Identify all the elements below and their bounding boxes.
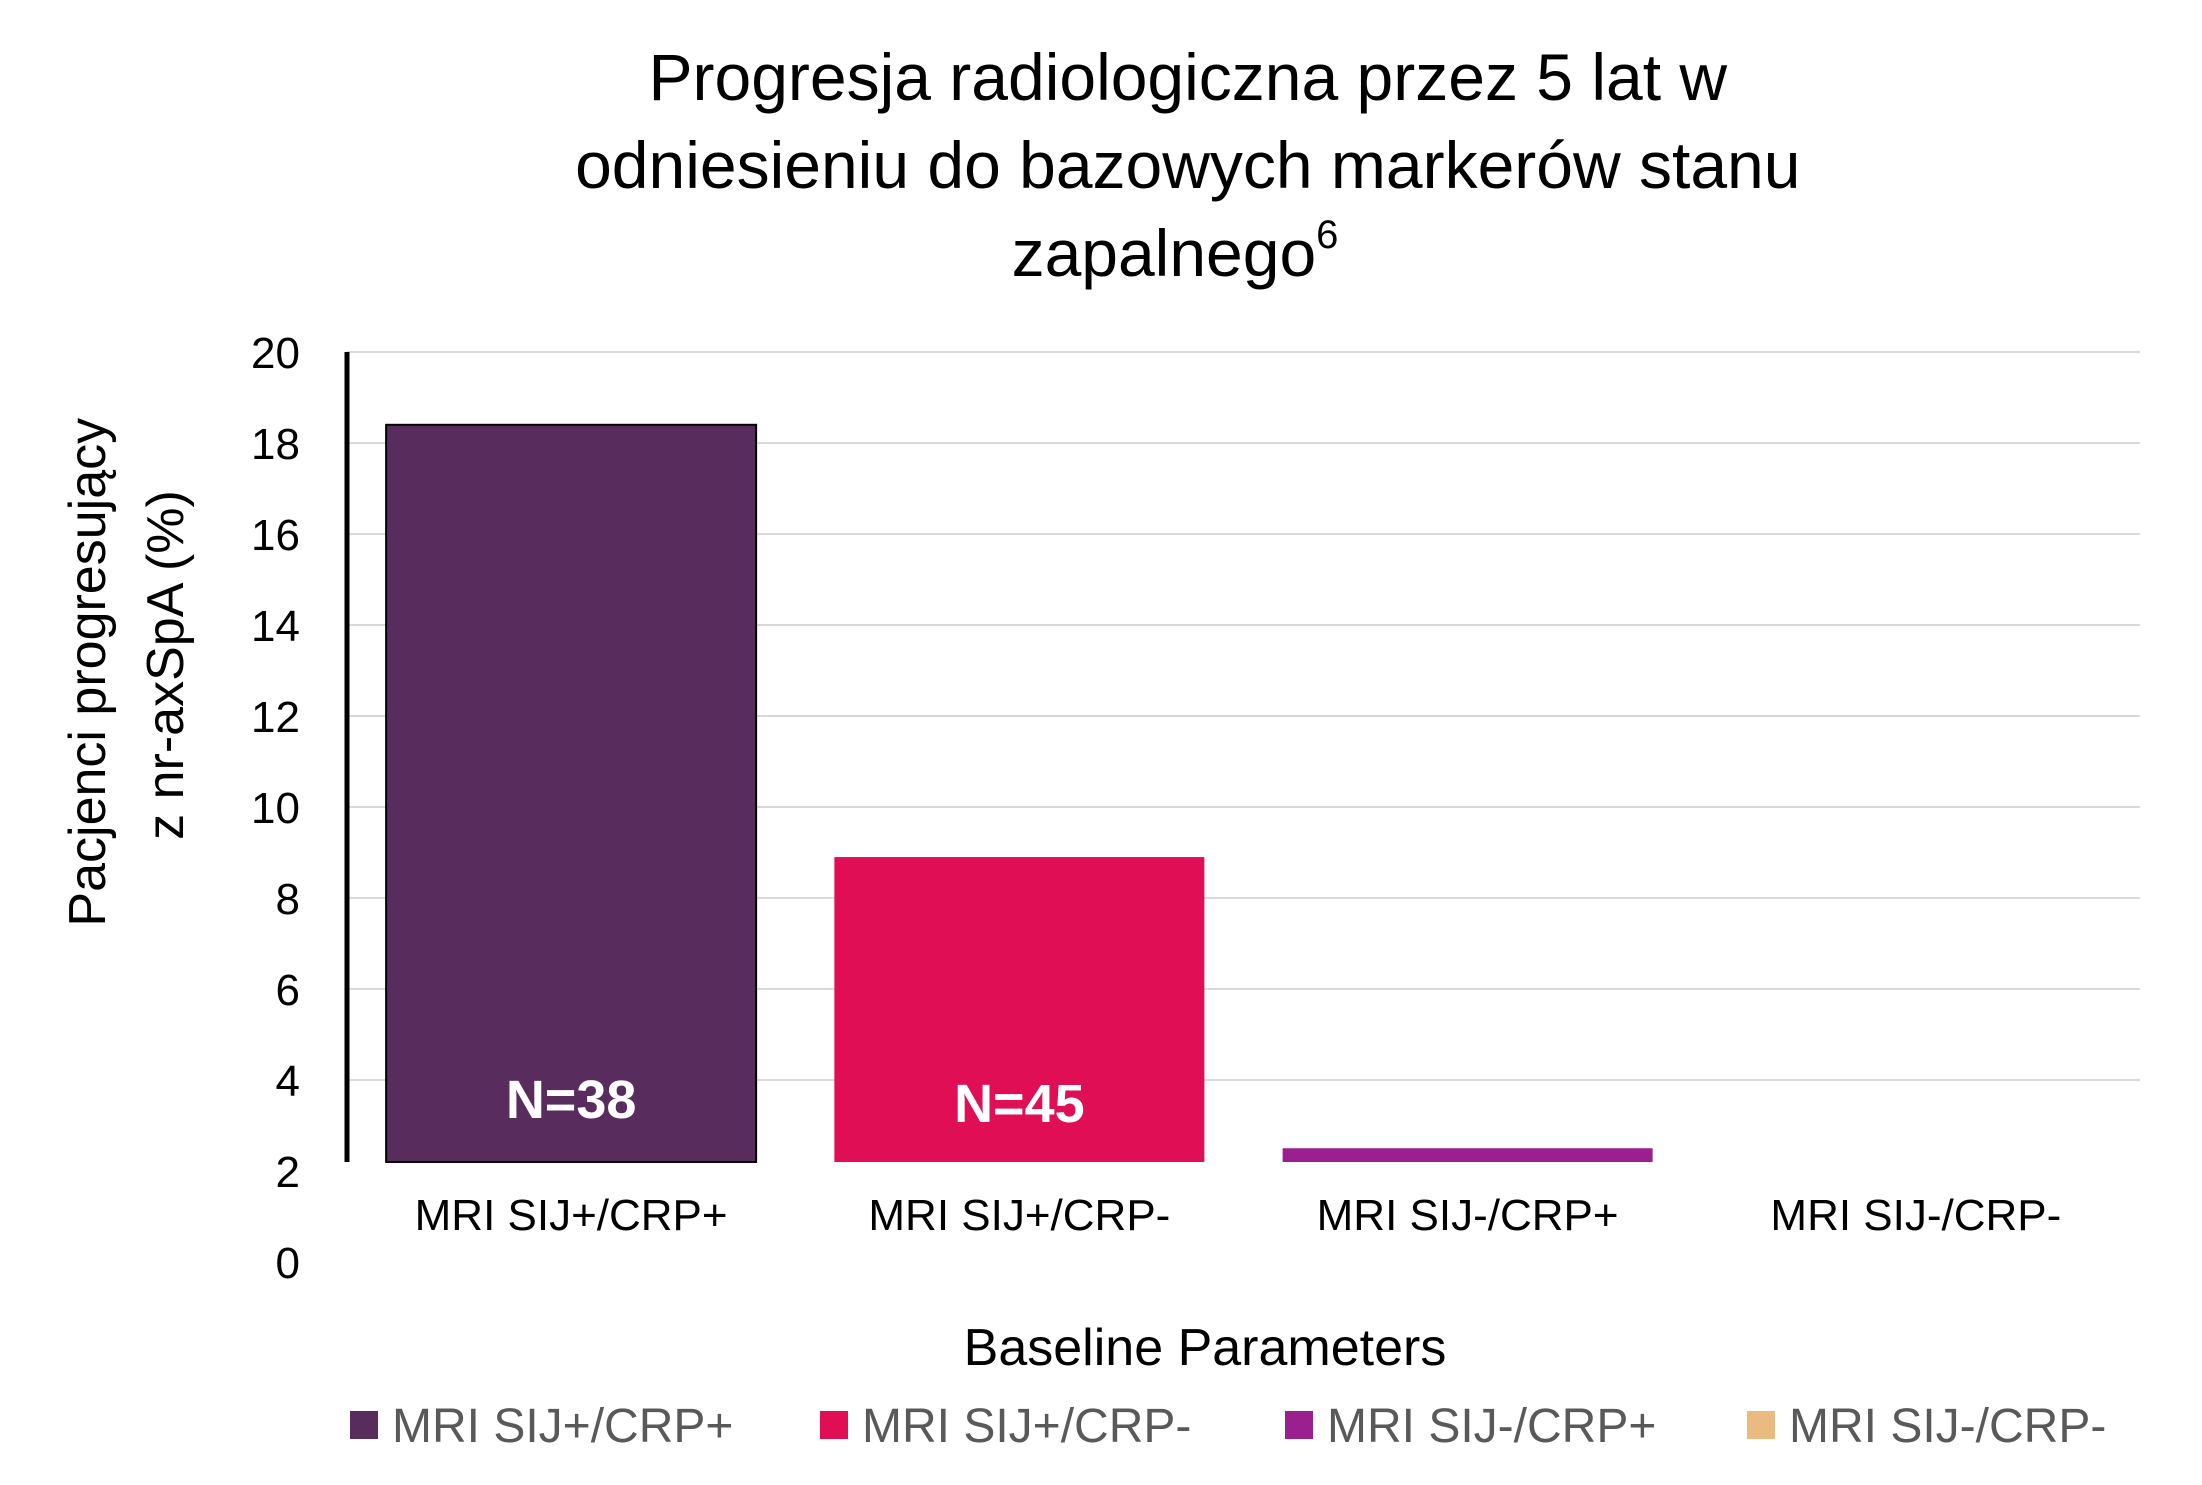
chart-title-line-3: zapalnego [1012, 216, 1317, 290]
y-tick-label: 6 [276, 966, 300, 1015]
chart-title: Progresja radiologiczna przez 5 lat w od… [575, 40, 1805, 290]
chart-title-line-2: odniesieniu do bazowych markerów stanu [575, 128, 1800, 202]
legend-label-3: MRI SIJ-/CRP+ [1327, 1400, 1656, 1453]
legend-swatch-3 [1285, 1411, 1313, 1439]
y-axis-label-line-2: z nr-axSpA (%) [137, 490, 195, 840]
y-axis-label-line-1: Pacjenci progresujący [59, 418, 117, 927]
legend-swatch-2 [820, 1411, 848, 1439]
bars [385, 423, 1653, 1163]
y-tick-label: 2 [276, 1148, 300, 1197]
category-labels: MRI SIJ+/CRP+ MRI SIJ+/CRP- MRI SIJ-/CRP+ M… [415, 1191, 2062, 1240]
category-label: MRI SIJ-/CRP+ [1317, 1191, 1619, 1240]
y-tick-label: 16 [251, 511, 300, 560]
legend-label-1: MRI SIJ+/CRP+ [392, 1400, 733, 1453]
legend-label-4: MRI SIJ-/CRP- [1789, 1400, 2106, 1453]
y-tick-label: 14 [251, 602, 300, 651]
data-labels: N=38 N=45 [506, 1070, 1085, 1134]
y-tick-label: 20 [251, 329, 300, 378]
chart-title-line-1: Progresja radiologiczna przez 5 lat w [649, 40, 1728, 114]
legend-label-2: MRI SIJ+/CRP- [862, 1400, 1191, 1453]
x-axis-label: Baseline Parameters [964, 1319, 1447, 1377]
y-axis-label: Pacjenci progresujący z nr-axSpA (%) [59, 403, 195, 926]
y-tick-label: 4 [276, 1057, 300, 1106]
y-tick-label: 12 [251, 693, 300, 742]
bar-1 [385, 423, 758, 1163]
data-label-2: N=45 [954, 1074, 1085, 1134]
category-label: MRI SIJ+/CRP+ [415, 1191, 728, 1240]
bar-2 [834, 857, 1205, 1162]
y-tick-label: 8 [276, 875, 300, 924]
category-label: MRI SIJ-/CRP- [1770, 1191, 2061, 1240]
y-tick-label: 10 [251, 784, 300, 833]
legend: MRI SIJ+/CRP+ MRI SIJ+/CRP- MRI SIJ-/CRP+ M… [350, 1400, 2106, 1453]
legend-swatch-1 [350, 1411, 378, 1439]
bar-3 [1282, 1148, 1653, 1162]
chart-title-superscript: 6 [1316, 213, 1338, 257]
y-tick-label: 18 [251, 420, 300, 469]
category-label: MRI SIJ+/CRP- [868, 1191, 1170, 1240]
y-tick-label: 0 [276, 1239, 300, 1288]
y-ticks: 0 2 4 6 8 10 12 14 16 18 20 [251, 329, 300, 1288]
legend-swatch-4 [1747, 1411, 1775, 1439]
data-label-1: N=38 [506, 1070, 637, 1130]
